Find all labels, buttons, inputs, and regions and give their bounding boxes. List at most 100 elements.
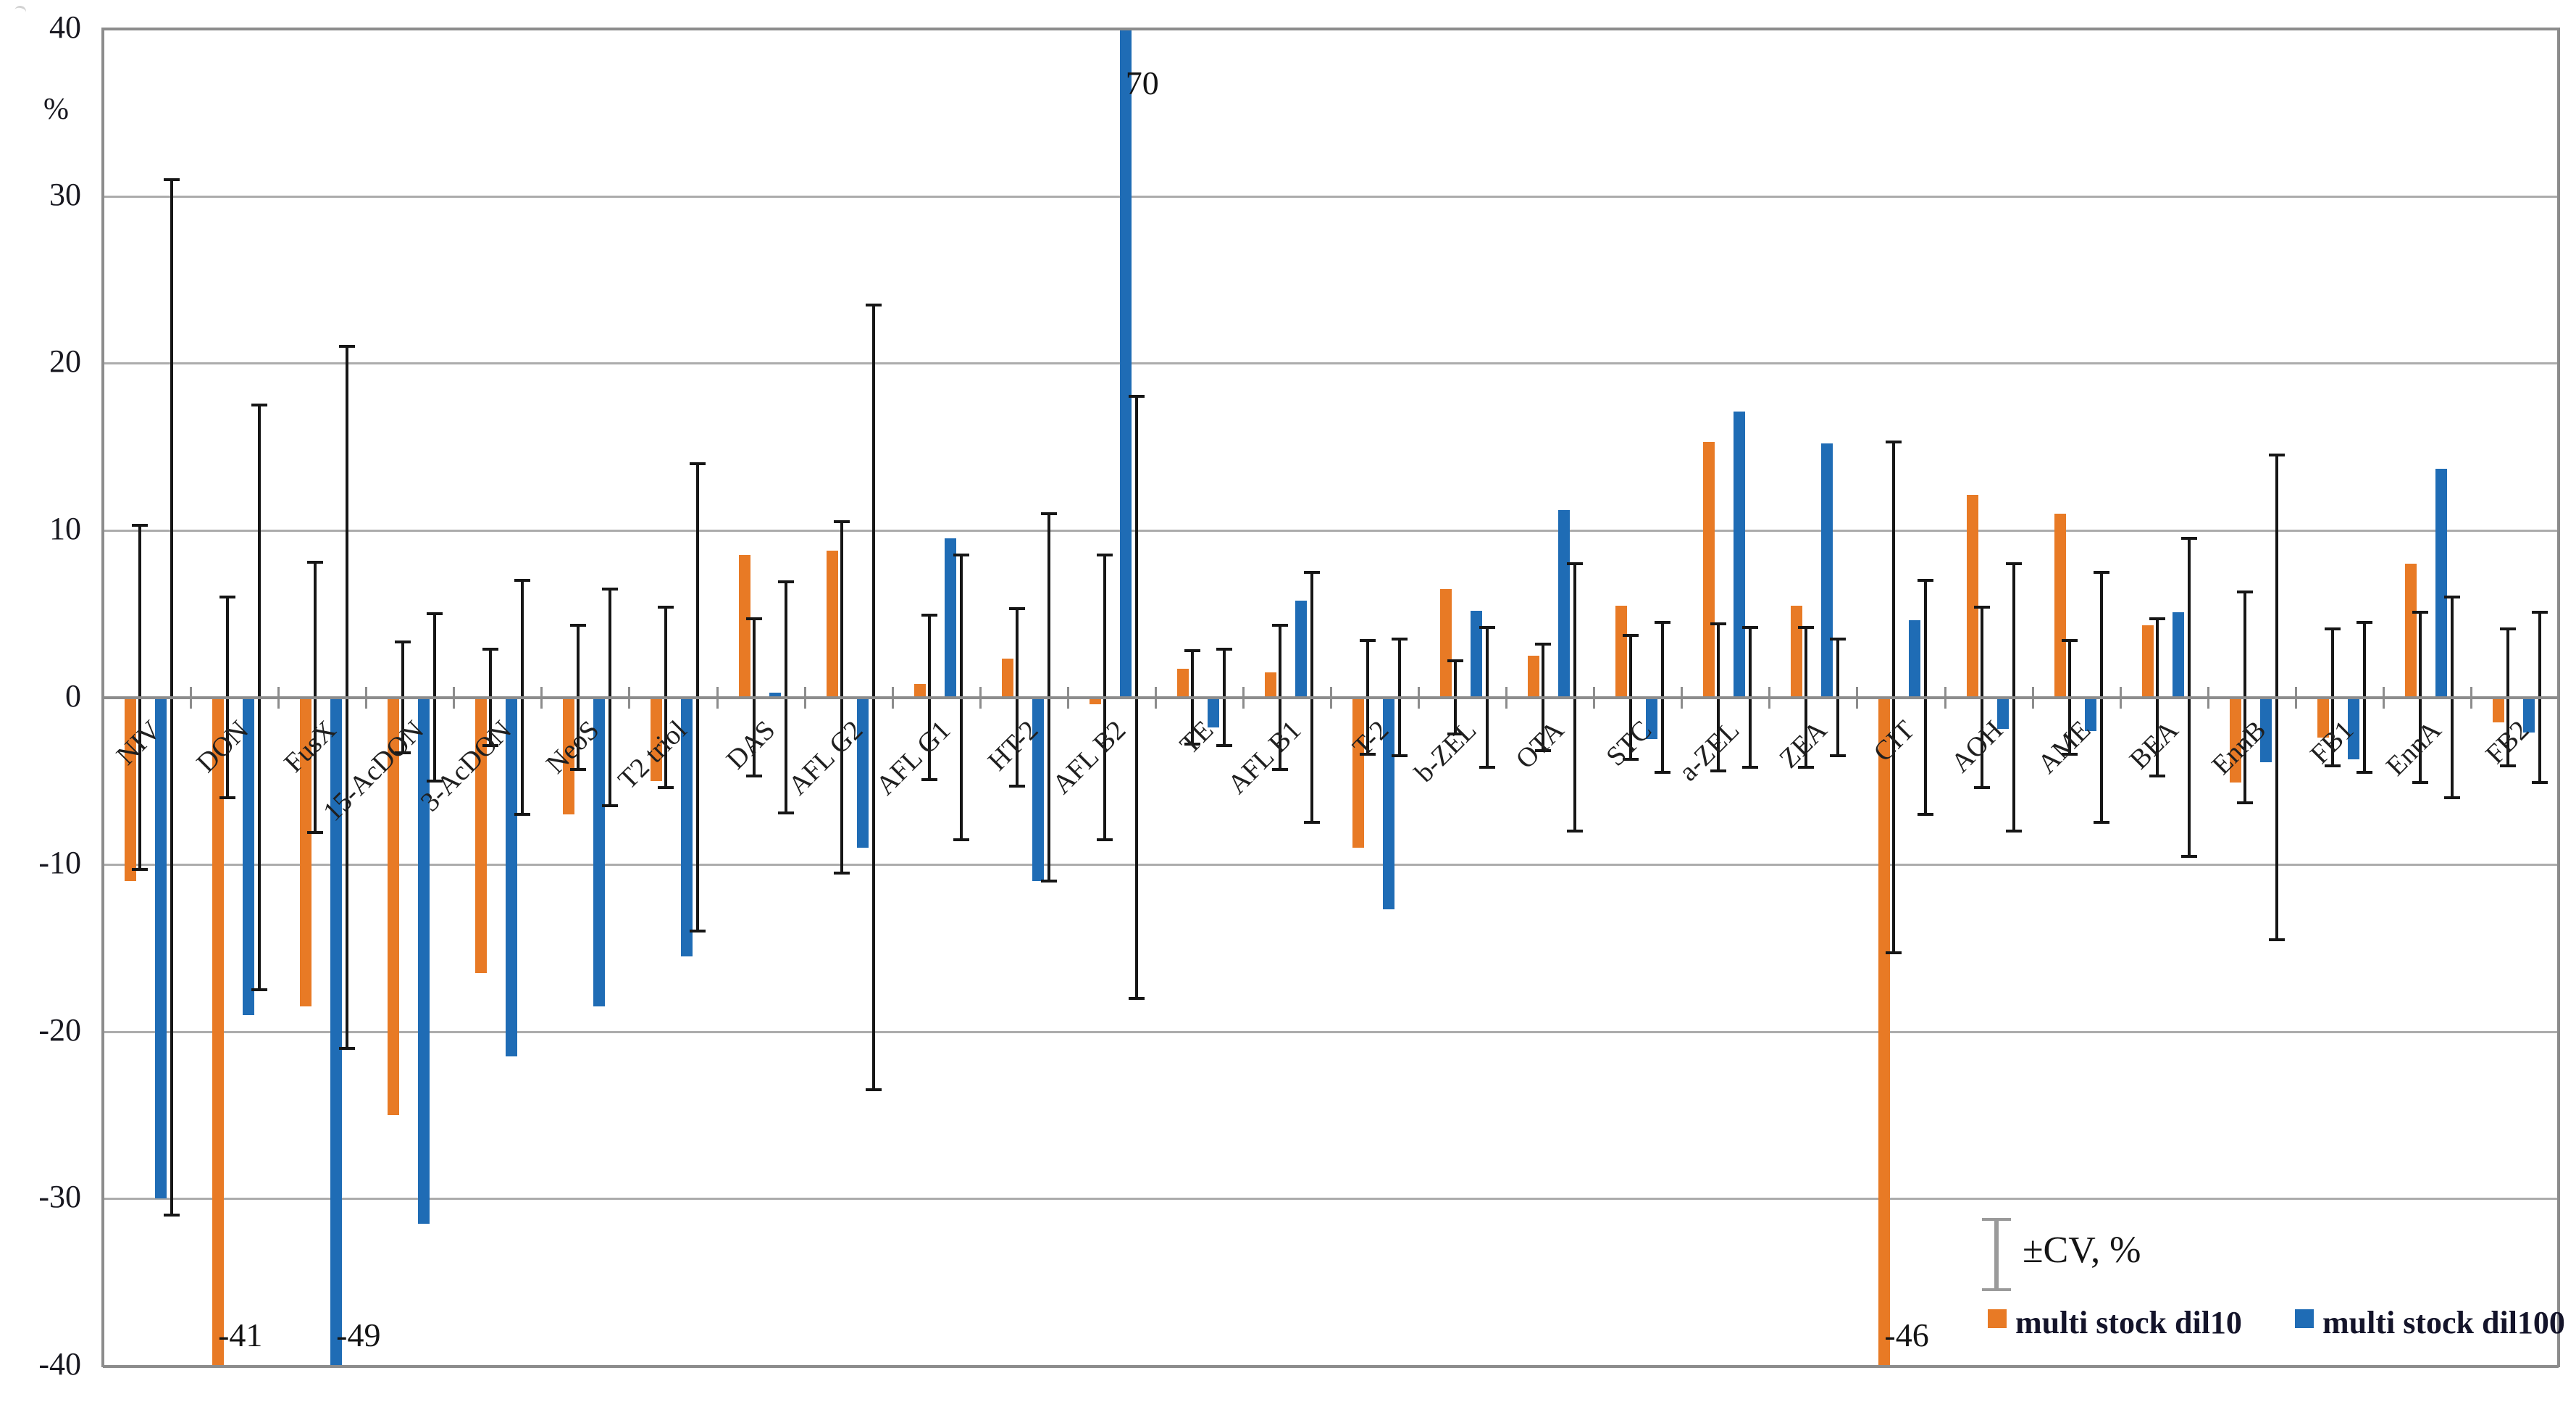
error-bar-cap	[514, 579, 531, 583]
bar-dil100-EnnB	[2259, 697, 2272, 763]
error-bar-cap	[1742, 766, 1759, 769]
category-axis-tick	[1944, 686, 1946, 709]
error-bar-cap	[1360, 752, 1376, 756]
bar-dil100-AFL G1	[944, 538, 956, 698]
error-bar-cap	[1886, 440, 1902, 443]
bar-dil100-T2 triol	[681, 697, 693, 956]
plot-border-left	[101, 28, 104, 1367]
bar-dil10-HT-2	[1001, 659, 1013, 698]
error-bar-cap	[164, 1214, 180, 1217]
error-bar-cap	[2061, 752, 2078, 756]
error-bar-cap	[1040, 880, 1057, 883]
error-bar-cap	[2180, 854, 2197, 858]
cv-legend-label: ±CV, %	[2023, 1230, 2141, 1271]
error-bar-cap	[1742, 625, 1759, 629]
error-bar-cap	[921, 777, 937, 781]
y-axis-tick-label: 40	[49, 9, 81, 45]
gridline	[103, 1198, 2559, 1201]
error-bar-cap	[2061, 639, 2078, 643]
bar-dil100-ZEA	[1821, 443, 1833, 698]
bar-dil100-OTA	[1558, 510, 1571, 698]
bar-dil10-FB1	[2317, 697, 2329, 738]
error-bar-cap	[1535, 749, 1552, 753]
legend-swatch-dil100	[2295, 1309, 2314, 1328]
bar-dil100-FB2	[2522, 697, 2535, 733]
error-bar-cap	[2236, 801, 2253, 804]
error-bar-cap	[2236, 591, 2253, 594]
error-bar-cap	[570, 767, 587, 771]
category-axis-tick	[1418, 686, 1421, 709]
bar-dil100-AFL G2	[856, 697, 869, 848]
bar-dil10-FB2	[2492, 697, 2504, 723]
category-axis-tick	[2382, 686, 2385, 709]
y-axis-tick-label: 20	[49, 343, 81, 380]
category-axis-tick	[628, 686, 631, 709]
error-bar-cap	[2180, 537, 2197, 541]
error-bar-cap	[1447, 659, 1464, 662]
bar-dil100-AME	[2084, 697, 2096, 731]
bar-dil100-FusX	[330, 697, 343, 1366]
category-axis-tick	[1505, 686, 1508, 709]
error-bar-cap	[953, 838, 969, 841]
error-bar-cap	[395, 751, 411, 754]
error-bar-cap	[1623, 757, 1639, 761]
error-bar-cap	[2268, 938, 2285, 941]
bar-dil100-BEA	[2172, 612, 2184, 698]
error-bar-cap	[690, 930, 706, 933]
error-bar-cap	[2324, 764, 2341, 768]
error-bar-cap	[1710, 769, 1727, 772]
error-bar-cap	[745, 617, 762, 621]
error-bar-cap	[2443, 796, 2460, 799]
error-bar-cap	[2005, 562, 2022, 565]
error-bar-cap	[833, 520, 850, 524]
cv-errorbar-icon-bottom-cap	[1982, 1288, 2011, 1291]
bar-dil10-DAS	[738, 555, 750, 698]
cv-errorbar-icon-top-cap	[1982, 1218, 2011, 1221]
error-bar-cap	[2412, 781, 2428, 785]
error-bar-cap	[1535, 642, 1552, 646]
error-bar-cap	[833, 871, 850, 875]
error-bar-cap	[1567, 830, 1584, 833]
bar-dil10-15-AcDON	[388, 697, 400, 1116]
error-bar-cap	[251, 988, 268, 992]
category-axis-tick	[716, 686, 719, 709]
error-bar-cap	[1479, 766, 1496, 769]
category-axis-tick	[190, 686, 193, 709]
error-bar-cap	[2093, 821, 2109, 825]
error-bar-cap	[1184, 743, 1200, 746]
error-bar-cap	[1128, 996, 1145, 1000]
data-label-CIT: -46	[1884, 1317, 1929, 1353]
category-axis-tick	[1593, 686, 1596, 709]
category-axis-tick	[365, 686, 368, 709]
error-bar-cap	[1096, 838, 1113, 841]
error-bar-cap	[2356, 620, 2372, 624]
bar-dil100-3-AcDON	[506, 697, 518, 1057]
error-bar-cap	[2005, 830, 2022, 833]
bar-dil10-AOH	[1966, 495, 1978, 698]
error-bar-cap	[339, 1046, 356, 1050]
bar-dil100-AFL B2	[1119, 29, 1132, 698]
category-axis-tick	[453, 686, 456, 709]
error-bar-cap	[602, 804, 619, 808]
error-bar-cap	[1567, 562, 1584, 565]
legend-label-dil100: multi stock dil100	[2322, 1305, 2565, 1340]
gridline	[103, 1030, 2559, 1033]
error-bar-cap	[1447, 733, 1464, 736]
bar-dil100-STC	[1646, 697, 1658, 740]
bar-dil10-AME	[2054, 513, 2066, 698]
category-axis-tick	[891, 686, 894, 709]
error-bar-cap	[1360, 639, 1376, 643]
error-bar-cap	[1479, 625, 1496, 629]
error-bar-cap	[132, 868, 148, 872]
data-label-FusX: -49	[336, 1317, 381, 1353]
category-axis-tick	[1154, 686, 1157, 709]
bar-dil100-AFL B1	[1295, 600, 1307, 698]
error-bar-cap	[1040, 512, 1057, 515]
error-bar-cap	[251, 403, 268, 406]
error-bar-cap	[307, 831, 324, 835]
bar-dil10-AFL G2	[826, 550, 838, 698]
error-bar-cap	[339, 345, 356, 349]
error-bar-cap	[777, 811, 794, 814]
gridline	[103, 864, 2559, 867]
